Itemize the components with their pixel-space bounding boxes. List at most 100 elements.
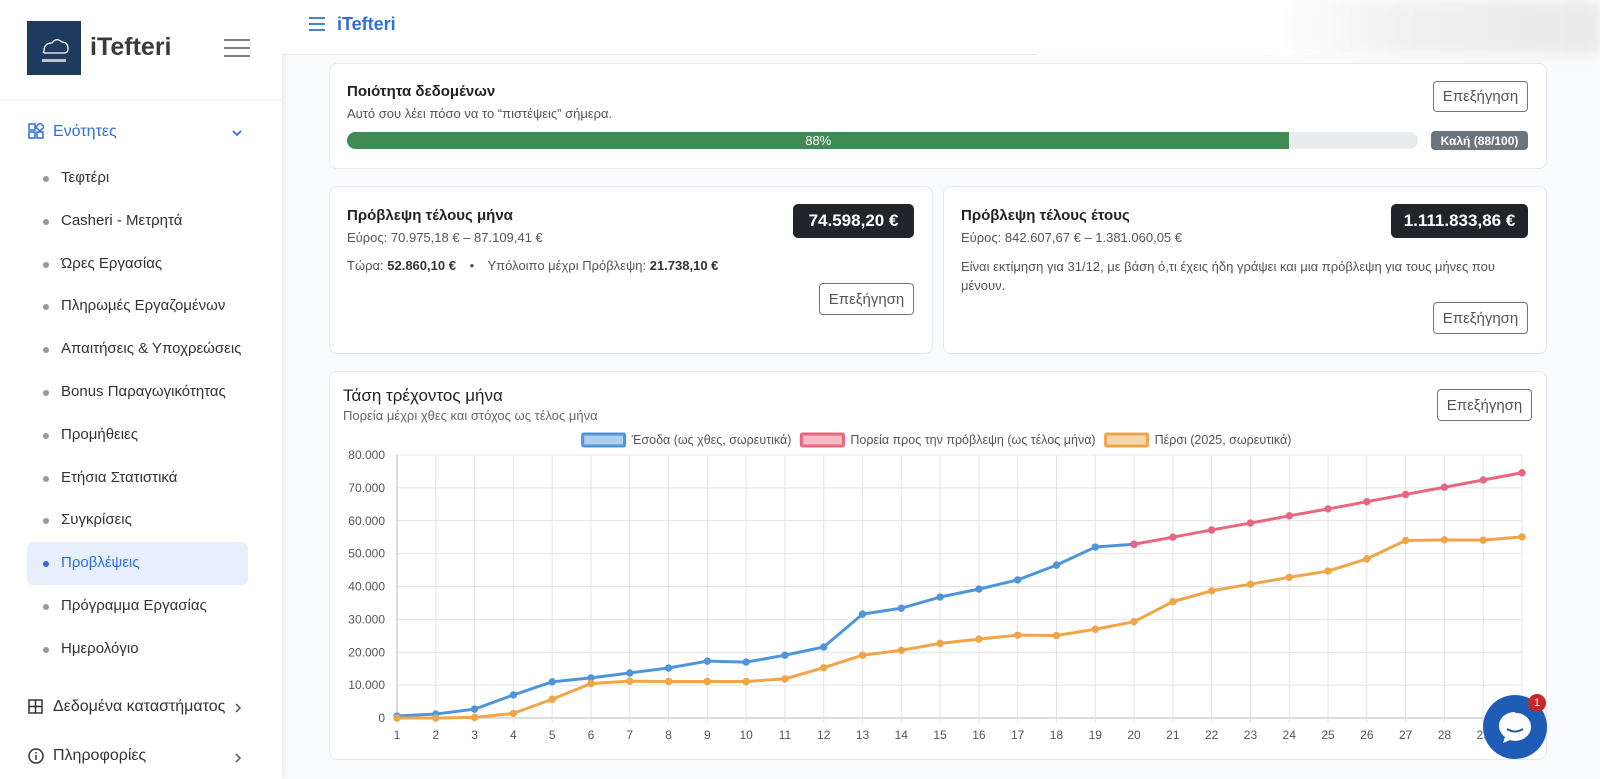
menu-item[interactable]: Ώρες Εργασίας — [27, 243, 248, 286]
x-tick-label: 4 — [510, 728, 517, 742]
data-point — [432, 714, 440, 722]
y-tick-label: 0 — [378, 711, 385, 725]
separator — [0, 99, 282, 103]
y-tick-label: 20.000 — [348, 645, 385, 659]
menu-item[interactable]: Απαιτήσεις & Υποχρεώσεις — [27, 328, 248, 371]
x-tick-label: 18 — [1050, 728, 1064, 742]
data-point — [1363, 497, 1371, 506]
data-point — [587, 679, 595, 688]
data-point — [1130, 540, 1138, 548]
topbar-toggle[interactable] — [308, 16, 326, 32]
progress-fill: 88% — [347, 132, 1290, 149]
card-subtitle: Αυτό σου λέει πόσο να το “πιστέψεις” σήμ… — [347, 106, 613, 121]
data-point — [936, 593, 944, 601]
card-title: Ποιότητα δεδομένων — [347, 83, 496, 100]
menu-item[interactable]: Συγκρίσεις — [27, 499, 248, 542]
data-point — [975, 635, 983, 643]
store-data-link[interactable]: Δεδομένα καταστήματος — [53, 698, 226, 715]
x-tick-label: 15 — [933, 728, 947, 742]
data-point — [858, 610, 867, 618]
range: Εύρος: 842.607,67 € – 1.381.060,05 € — [961, 230, 1182, 245]
info-link[interactable]: Πληροφορίες — [53, 747, 147, 764]
series-line — [397, 535, 1523, 720]
card-title: Πρόβλεψη τέλους μήνα — [347, 207, 513, 224]
data-point — [1518, 533, 1526, 541]
now-value: 52.860,10 € — [387, 258, 456, 273]
topbar-border — [282, 54, 1037, 55]
x-tick-label: 20 — [1127, 728, 1141, 742]
x-tick-label: 11 — [779, 728, 792, 742]
data-point — [1091, 625, 1099, 633]
menu-item[interactable]: Ημερολόγιο — [27, 628, 248, 671]
menu-toggle[interactable] — [223, 38, 251, 58]
x-tick-label: 8 — [665, 728, 672, 742]
x-tick-label: 9 — [704, 728, 711, 742]
progress-label: 88% — [805, 133, 832, 148]
menu-item[interactable]: Ετήσια Στατιστικά — [27, 457, 248, 500]
data-point — [1285, 512, 1293, 520]
x-tick-label: 7 — [626, 728, 633, 742]
data-point — [1207, 526, 1216, 534]
store-icon — [28, 699, 43, 714]
data-point — [1479, 476, 1487, 484]
series-line — [396, 542, 1135, 718]
card-title: Πρόβλεψη τέλους έτους — [961, 207, 1130, 224]
x-tick-label: 23 — [1244, 728, 1258, 742]
now-label: Τώρα: — [347, 258, 384, 273]
x-tick-label: 22 — [1205, 728, 1219, 742]
legend-swatch — [581, 432, 627, 448]
data-point — [1013, 576, 1022, 584]
section-title[interactable]: Ενότητες — [53, 123, 117, 140]
data-point — [858, 651, 867, 659]
data-point — [470, 713, 479, 722]
data-point — [1285, 573, 1293, 581]
x-tick-label: 14 — [895, 728, 909, 742]
x-tick-label: 2 — [432, 728, 439, 742]
menu-item[interactable]: Πληρωμές Εργαζομένων — [27, 285, 248, 328]
data-point — [1091, 543, 1099, 551]
menu-item[interactable]: Τεφτέρι — [27, 157, 248, 200]
y-tick-label: 30.000 — [348, 612, 385, 626]
x-tick-label: 26 — [1360, 728, 1374, 742]
data-point — [820, 664, 828, 672]
data-point — [781, 675, 789, 683]
data-point — [820, 643, 828, 651]
data-point — [1052, 631, 1061, 640]
data-point — [742, 658, 750, 666]
chevron — [235, 703, 242, 713]
data-point — [1440, 536, 1449, 544]
x-tick-label: 10 — [739, 728, 753, 742]
menu-item[interactable]: Προμήθειες — [27, 414, 248, 457]
x-tick-label: 27 — [1399, 728, 1413, 742]
year-forecast-card: Πρόβλεψη τέλους έτους Εύρος: 842.607,67 … — [943, 186, 1547, 354]
legend-label: Πορεία προς την πρόβλεψη (ως τέλος μήνα) — [850, 433, 1095, 447]
menu-item[interactable]: Bonus Παραγωγικότητας — [27, 371, 248, 414]
chevron — [235, 753, 242, 763]
remaining-value: 21.738,10 € — [649, 258, 719, 273]
explain-button[interactable]: Επεξήγηση — [819, 283, 914, 315]
explain-button[interactable]: Επεξήγηση — [1437, 389, 1532, 421]
explain-button[interactable]: Επεξήγηση — [1433, 81, 1528, 112]
menu-item-active[interactable]: Προβλέψεις — [27, 542, 248, 585]
x-tick-label: 16 — [972, 728, 986, 742]
data-point — [897, 604, 906, 612]
remaining-label: Υπόλοιπο μέχρι Πρόβλεψη: — [487, 258, 647, 273]
data-point — [1246, 580, 1255, 588]
x-tick-label: 3 — [471, 728, 478, 742]
y-tick-label: 80.000 — [348, 448, 385, 462]
explain-button[interactable]: Επεξήγηση — [1433, 302, 1528, 334]
legend-label: Πέρσι (2025, σωρευτικά) — [1155, 433, 1292, 447]
menu-item[interactable]: Πρόγραμμα Εργασίας — [27, 585, 248, 628]
menu-item[interactable]: Casheri - Μετρητά — [27, 200, 248, 243]
data-point — [1169, 597, 1177, 606]
separator: • — [469, 258, 475, 273]
info-icon — [28, 748, 44, 764]
y-tick-label: 60.000 — [348, 514, 385, 528]
data-point — [470, 705, 479, 713]
data-point — [703, 677, 712, 686]
y-tick-label: 40.000 — [348, 580, 385, 594]
quality-badge: Καλή (88/100) — [1431, 131, 1528, 150]
logo — [27, 21, 81, 75]
